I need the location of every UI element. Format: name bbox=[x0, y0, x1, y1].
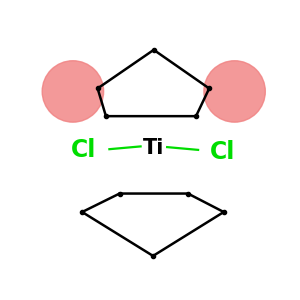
Text: Cl: Cl bbox=[210, 140, 236, 164]
Text: Ti: Ti bbox=[143, 139, 164, 158]
Circle shape bbox=[42, 61, 104, 122]
Circle shape bbox=[204, 61, 265, 122]
Text: Cl: Cl bbox=[71, 138, 96, 162]
